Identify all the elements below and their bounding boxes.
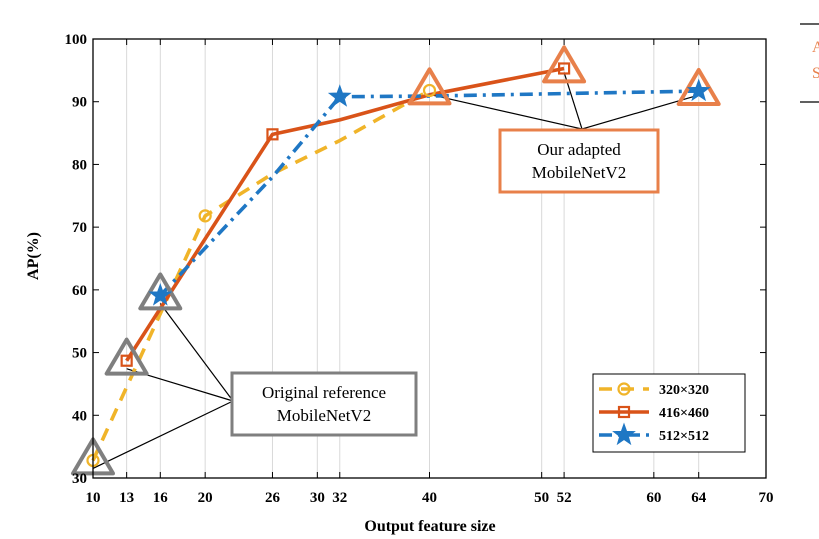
x-tick-label-16: 16 (153, 490, 169, 506)
x-tick-label-20: 20 (198, 490, 213, 506)
y-tick-label-40: 40 (72, 408, 87, 424)
x-tick-label-50: 50 (534, 490, 549, 506)
highlight-triangle (138, 272, 183, 311)
highlight-triangle (676, 67, 721, 106)
highlight-triangle (407, 67, 452, 106)
legend-label-1: 320×320 (659, 383, 709, 398)
legend-marker-2 (617, 405, 631, 419)
axis-ticks: 10 13 16 20 26 30 32 40 50 52 60 64 70 30 40 50 60 70 80 90… (65, 32, 774, 506)
y-tick-label-100: 100 (65, 32, 88, 48)
data-point-series-2 (120, 354, 133, 367)
y-tick-label-70: 70 (72, 220, 87, 236)
highlight-triangle (542, 45, 587, 84)
x-tick-label-30: 30 (310, 490, 325, 506)
data-point-series-1 (198, 209, 212, 223)
side-legend-glyph: S (812, 65, 819, 82)
legend-label-3: 512×512 (659, 429, 709, 444)
x-tick-label-10: 10 (86, 490, 101, 506)
side-legend-fragment: AS (800, 23, 819, 103)
series-line-2 (125, 66, 565, 362)
x-tick-label-60: 60 (646, 490, 661, 506)
y-axis-label: AP(%) (25, 232, 42, 280)
series-line-3 (158, 89, 699, 297)
annotation-text: Original reference (262, 383, 386, 402)
highlight-triangle (104, 337, 149, 376)
data-point-series-3 (686, 78, 711, 102)
y-tick-label-50: 50 (72, 346, 87, 362)
data-point-series-2 (266, 128, 279, 141)
legend-marker-1 (617, 382, 631, 396)
annotation-text: Our adapted (537, 140, 621, 159)
legend: 320×320 416×460 512×512 (592, 373, 746, 453)
annotation-box-adapted (498, 128, 660, 194)
data-point-series-2 (557, 62, 571, 75)
y-tick-label-80: 80 (72, 157, 87, 173)
legend-label-2: 416×460 (659, 406, 709, 421)
annotation-box-original (230, 371, 418, 437)
annotation-text: MobileNetV2 (532, 163, 626, 182)
y-tick-label-30: 30 (72, 471, 87, 487)
side-legend-glyph: A (812, 39, 819, 56)
x-tick-label-32: 32 (332, 490, 347, 506)
data-point-series-3 (327, 84, 352, 107)
annotation-connector (429, 93, 583, 130)
x-axis-label: Output feature size (364, 518, 495, 535)
highlight-triangles (71, 45, 721, 476)
annotation-connector (159, 303, 234, 402)
x-tick-label-13: 13 (119, 490, 134, 506)
data-point-series-1 (422, 83, 437, 98)
x-tick-label-40: 40 (422, 490, 437, 506)
series-lines (91, 66, 699, 462)
x-tick-label-70: 70 (759, 490, 774, 506)
x-tick-label-64: 64 (691, 490, 707, 506)
annotation-boxes: Original reference MobileNetV2 Our adapted… (230, 128, 660, 437)
x-tick-label-26: 26 (265, 490, 281, 506)
y-tick-label-90: 90 (72, 95, 87, 111)
annotation-connector (92, 400, 234, 469)
annotation-text: MobileNetV2 (277, 406, 371, 425)
data-point-series-3 (148, 283, 173, 306)
y-tick-label-60: 60 (72, 283, 87, 299)
x-tick-label-52: 52 (557, 490, 572, 506)
legend-marker-3 (612, 422, 636, 446)
